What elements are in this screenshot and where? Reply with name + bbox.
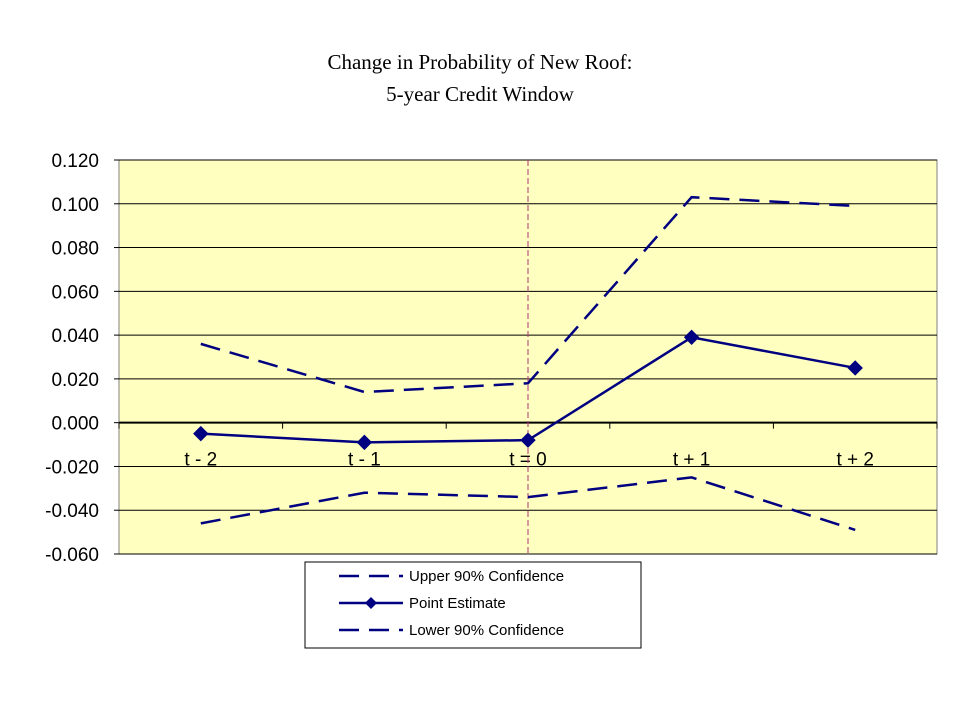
y-tick-label: 0.000 [51, 414, 99, 435]
legend-label-2: Lower 90% Confidence [409, 622, 564, 639]
y-tick-label: -0.040 [45, 501, 99, 522]
x-tick-label: t + 1 [673, 450, 711, 471]
series-line-2 [200, 476, 856, 532]
y-tick-label: -0.060 [45, 545, 99, 566]
y-tick-label: -0.020 [45, 457, 99, 478]
data-point [847, 360, 863, 376]
data-point [193, 425, 209, 442]
y-tick-label: 0.020 [51, 370, 99, 391]
y-tick-label: 0.060 [51, 282, 99, 303]
chart-title: Change in Probability of New Roof: [327, 50, 633, 74]
data-point [520, 432, 536, 448]
y-tick-label: 0.100 [51, 195, 99, 216]
legend-label-0: Upper 90% Confidence [409, 568, 564, 585]
legend-marker [365, 597, 377, 609]
legend-box [304, 561, 642, 649]
x-tick-label: t - 2 [184, 450, 217, 471]
chart-subtitle: 5-year Credit Window [386, 82, 574, 106]
series-line-0 [200, 195, 856, 394]
y-tick-label: 0.040 [51, 326, 99, 347]
y-tick-label: 0.120 [51, 151, 99, 172]
x-tick-label: t - 1 [348, 450, 381, 471]
y-tick-label: 0.080 [51, 239, 99, 260]
legend-label-1: Point Estimate [409, 595, 506, 612]
data-point [683, 329, 700, 346]
data-point [356, 434, 373, 451]
x-tick-label: t + 2 [836, 450, 874, 471]
